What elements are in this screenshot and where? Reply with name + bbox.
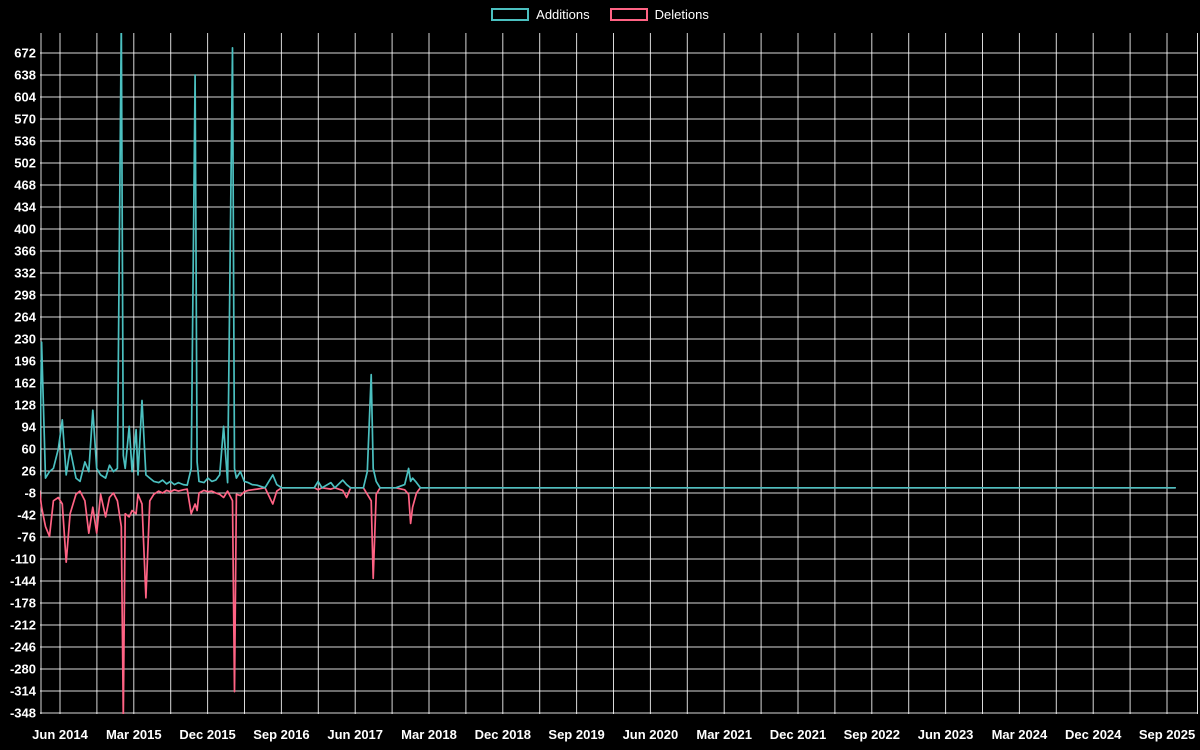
y-tick-label: 366 bbox=[14, 244, 36, 259]
x-tick-label: Sep 2019 bbox=[548, 727, 604, 742]
y-tick-label: 162 bbox=[14, 376, 36, 391]
legend-label-additions: Additions bbox=[536, 7, 590, 22]
y-tick-label: 264 bbox=[14, 310, 36, 325]
deletions-swatch-icon bbox=[609, 8, 648, 21]
y-tick-label: 94 bbox=[22, 420, 37, 435]
x-tick-label: Dec 2015 bbox=[179, 727, 235, 742]
y-tick-label: 196 bbox=[14, 354, 36, 369]
y-tick-label: 332 bbox=[14, 266, 36, 281]
y-tick-label: 604 bbox=[14, 90, 36, 105]
x-tick-label: Jun 2020 bbox=[623, 727, 679, 742]
y-tick-label: -178 bbox=[10, 596, 36, 611]
x-tick-label: Mar 2024 bbox=[992, 727, 1048, 742]
x-tick-label: Dec 2021 bbox=[770, 727, 826, 742]
y-tick-label: -212 bbox=[10, 618, 36, 633]
y-tick-label: 60 bbox=[22, 442, 36, 457]
y-tick-label: 502 bbox=[14, 156, 36, 171]
y-tick-label: -314 bbox=[10, 684, 37, 699]
x-tick-label: Mar 2018 bbox=[401, 727, 457, 742]
y-tick-label: -76 bbox=[17, 530, 36, 545]
additions-swatch-icon bbox=[491, 8, 530, 21]
legend-item-additions[interactable]: Additions bbox=[491, 7, 590, 22]
y-tick-label: 26 bbox=[22, 464, 36, 479]
x-tick-label: Jun 2017 bbox=[327, 727, 383, 742]
x-tick-label: Jun 2023 bbox=[918, 727, 974, 742]
x-tick-label: Mar 2021 bbox=[696, 727, 752, 742]
y-tick-label: 298 bbox=[14, 288, 36, 303]
y-tick-label: -42 bbox=[17, 508, 36, 523]
x-tick-label: Sep 2022 bbox=[844, 727, 900, 742]
x-tick-label: Mar 2015 bbox=[106, 727, 162, 742]
y-tick-label: -144 bbox=[10, 574, 37, 589]
x-tick-label: Sep 2016 bbox=[253, 727, 309, 742]
y-tick-label: -348 bbox=[10, 706, 36, 721]
additions-line-series bbox=[40, 33, 1177, 489]
x-tick-label: Sep 2025 bbox=[1139, 727, 1195, 742]
y-tick-label: -110 bbox=[11, 552, 36, 567]
y-tick-label: 672 bbox=[14, 46, 36, 61]
x-tick-label: Dec 2018 bbox=[475, 727, 531, 742]
y-tick-label: 434 bbox=[14, 200, 36, 215]
y-tick-label: 400 bbox=[14, 222, 36, 237]
legend-label-deletions: Deletions bbox=[654, 7, 709, 22]
y-tick-label: 128 bbox=[14, 398, 36, 413]
legend-item-deletions[interactable]: Deletions bbox=[609, 7, 709, 22]
y-tick-label: 468 bbox=[14, 178, 36, 193]
y-tick-label: 570 bbox=[14, 112, 36, 127]
y-tick-label: 536 bbox=[14, 134, 36, 149]
y-tick-label: -246 bbox=[10, 640, 36, 655]
chart-legend: Additions Deletions bbox=[0, 8, 1200, 21]
x-tick-label: Dec 2024 bbox=[1065, 727, 1122, 742]
y-tick-label: -280 bbox=[10, 662, 36, 677]
y-tick-label: 230 bbox=[14, 332, 36, 347]
y-tick-label: -8 bbox=[24, 486, 36, 501]
x-tick-label: Jun 2014 bbox=[32, 727, 88, 742]
deletions-line-series bbox=[40, 486, 1177, 714]
y-tick-label: 638 bbox=[14, 68, 36, 83]
